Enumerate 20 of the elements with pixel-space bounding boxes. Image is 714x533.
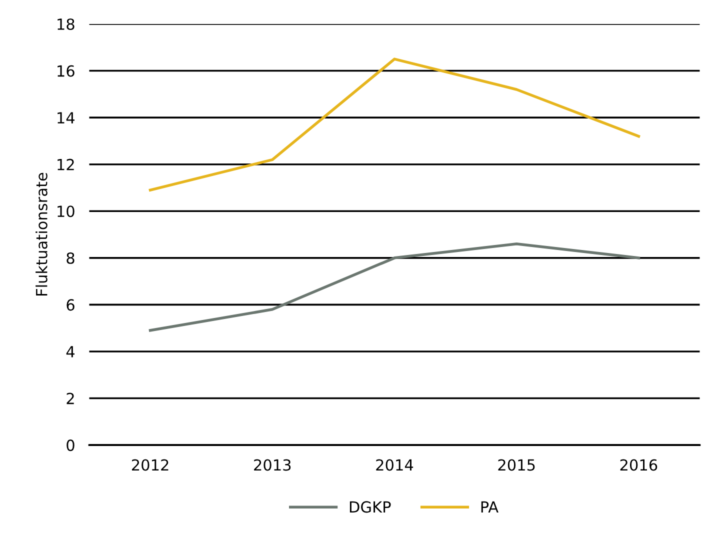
x-tick-label: 2012 [132, 459, 168, 471]
y-tick-label: 12 [58, 158, 74, 170]
y-tick-label: 14 [58, 112, 75, 124]
legend-label: PA [481, 501, 498, 513]
y-tick-label: 6 [66, 299, 74, 311]
x-tick-label: 2014 [376, 459, 414, 471]
y-tick-label: 10 [58, 206, 74, 218]
x-tick-label: 2013 [254, 459, 291, 471]
x-tick-label: 2015 [498, 459, 535, 471]
y-tick-label: 2 [66, 392, 74, 404]
y-tick-label: 0 [66, 440, 74, 452]
y-tick-label: 16 [58, 65, 74, 77]
y-tick-label: 8 [66, 252, 74, 264]
x-tick-label: 2016 [620, 459, 658, 471]
legend-label: DGKP [350, 501, 391, 513]
y-tick-label: 4 [66, 346, 75, 358]
line-series [148, 242, 640, 332]
line-series [148, 58, 640, 192]
y-axis-title: Fluktuationsrate [36, 172, 48, 296]
y-tick-label: 18 [58, 18, 74, 30]
